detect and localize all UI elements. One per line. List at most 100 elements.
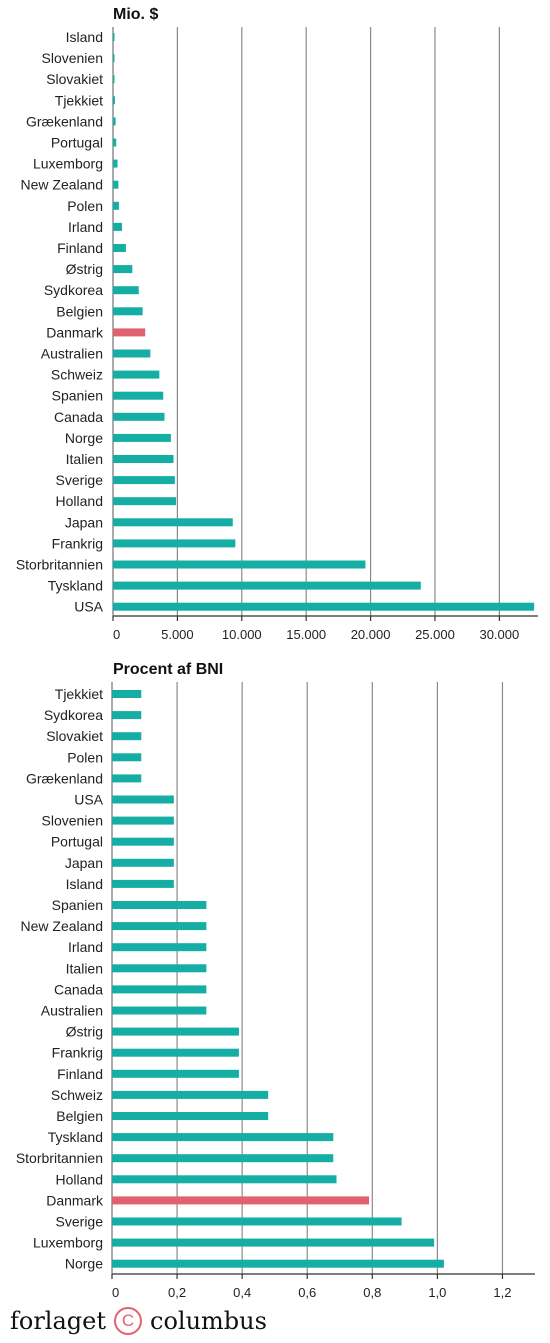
category-label: Storbritannien [16, 1150, 103, 1166]
category-label: Tjekkiet [55, 686, 103, 702]
bar-danmark [113, 328, 146, 337]
bar-norge [113, 433, 171, 442]
category-label: Finland [57, 240, 103, 256]
category-label: Spanien [52, 897, 103, 913]
bar-holland [113, 497, 177, 506]
bar-japan [113, 518, 233, 527]
category-label: USA [74, 792, 103, 808]
category-label: Polen [67, 198, 103, 214]
category-label: Sverige [56, 472, 104, 488]
x-tick-label: 10.000 [222, 627, 262, 642]
category-label: Tyskland [48, 578, 103, 594]
category-label: Grækenland [26, 770, 103, 786]
bar-slovenien [112, 816, 174, 825]
bar-spanien [112, 901, 207, 909]
bar-sverige [113, 476, 175, 485]
bar-holland [112, 1175, 337, 1184]
bar-schweiz [112, 1090, 269, 1099]
bar-slovakiet [112, 732, 142, 741]
bar-slovakiet [113, 75, 115, 84]
x-tick-label: 1,2 [493, 1285, 511, 1300]
category-label: Portugal [51, 135, 103, 151]
category-label: Belgien [56, 1108, 103, 1124]
category-label: Luxemborg [33, 1235, 103, 1251]
bar-sydkorea [112, 711, 142, 720]
bar-polen [112, 753, 142, 762]
bar-new-zealand [112, 922, 207, 931]
category-label: Storbritannien [16, 557, 103, 573]
bar-belgien [112, 1112, 269, 1120]
category-label: Sydkorea [44, 707, 103, 723]
x-tick-label: 0 [112, 1285, 119, 1300]
bar-island [113, 33, 115, 41]
bar-spanien [113, 391, 164, 400]
chart-procent-bni: Procent af BNI Tjekkiet Sydkorea Slovakiet P… [16, 661, 535, 1300]
x-tick-label: 0 [113, 627, 120, 642]
chart-title: Procent af BNI [113, 661, 223, 678]
x-tick-label: 0,2 [168, 1285, 186, 1300]
bar-island [112, 879, 174, 888]
category-label: Tyskland [48, 1129, 103, 1145]
x-tick-label: 25.000 [415, 627, 455, 642]
x-tick-label: 15.000 [286, 627, 326, 642]
bar-tyskland [113, 581, 421, 590]
bar-storbritannien [113, 560, 366, 569]
bar-grækenland [112, 774, 142, 783]
category-label: Irland [68, 219, 103, 235]
category-label: Schweiz [51, 1087, 103, 1103]
bar-frankrig [112, 1048, 239, 1057]
category-label: Irland [68, 939, 103, 955]
category-label: Portugal [51, 834, 103, 850]
bar-canada [112, 985, 207, 994]
category-label: Belgien [56, 303, 103, 319]
x-tick-label: 0,8 [363, 1285, 381, 1300]
bar-usa [112, 795, 174, 804]
category-label: Slovakiet [46, 728, 103, 744]
x-tick-label: 0,4 [233, 1285, 251, 1300]
category-label: USA [74, 599, 103, 615]
category-label: Japan [65, 514, 103, 530]
category-label: Slovenien [42, 813, 104, 829]
bar-italien [113, 455, 174, 463]
x-tick-label: 30.000 [479, 627, 519, 642]
category-label: Norge [65, 1256, 103, 1272]
copyright-logo-icon: C [114, 1307, 142, 1335]
bar-tyskland [112, 1133, 334, 1142]
bar-luxemborg [113, 159, 118, 168]
bar-tjekkiet [112, 690, 142, 698]
bar-sverige [112, 1217, 402, 1226]
publisher-footer: forlaget C columbus [10, 1304, 267, 1338]
category-label: New Zealand [21, 918, 104, 934]
bar-schweiz [113, 370, 160, 379]
bar-australien [112, 1006, 207, 1015]
category-label: Slovakiet [46, 71, 103, 87]
footer-right-text: columbus [150, 1307, 267, 1335]
category-label: Danmark [46, 324, 104, 340]
category-label: Island [66, 29, 103, 45]
category-label: Schweiz [51, 367, 103, 383]
chart-title: Mio. $ [113, 6, 158, 23]
category-label: New Zealand [21, 177, 104, 193]
category-label: Japan [65, 855, 103, 871]
category-label: Australien [41, 346, 103, 362]
x-tick-label: 1,0 [428, 1285, 446, 1300]
bar-portugal [113, 138, 117, 147]
bar-danmark [112, 1196, 370, 1205]
category-label: Tjekkiet [55, 92, 103, 108]
category-label: Slovenien [42, 50, 104, 66]
category-label: Spanien [52, 388, 103, 404]
bar-finland [112, 1069, 239, 1078]
category-label: Holland [56, 493, 103, 509]
category-label: Sydkorea [44, 282, 103, 298]
bar-tjekkiet [113, 96, 115, 105]
bar-usa [113, 602, 535, 611]
bar-new-zealand [113, 180, 119, 189]
category-label: Italien [66, 960, 103, 976]
category-label: Østrig [66, 261, 103, 277]
category-label: Danmark [46, 1192, 104, 1208]
x-tick-label: 5.000 [161, 627, 194, 642]
category-label: Polen [67, 749, 103, 765]
x-tick-label: 20.000 [351, 627, 391, 642]
bar-finland [113, 244, 126, 252]
bar-australien [113, 349, 151, 358]
